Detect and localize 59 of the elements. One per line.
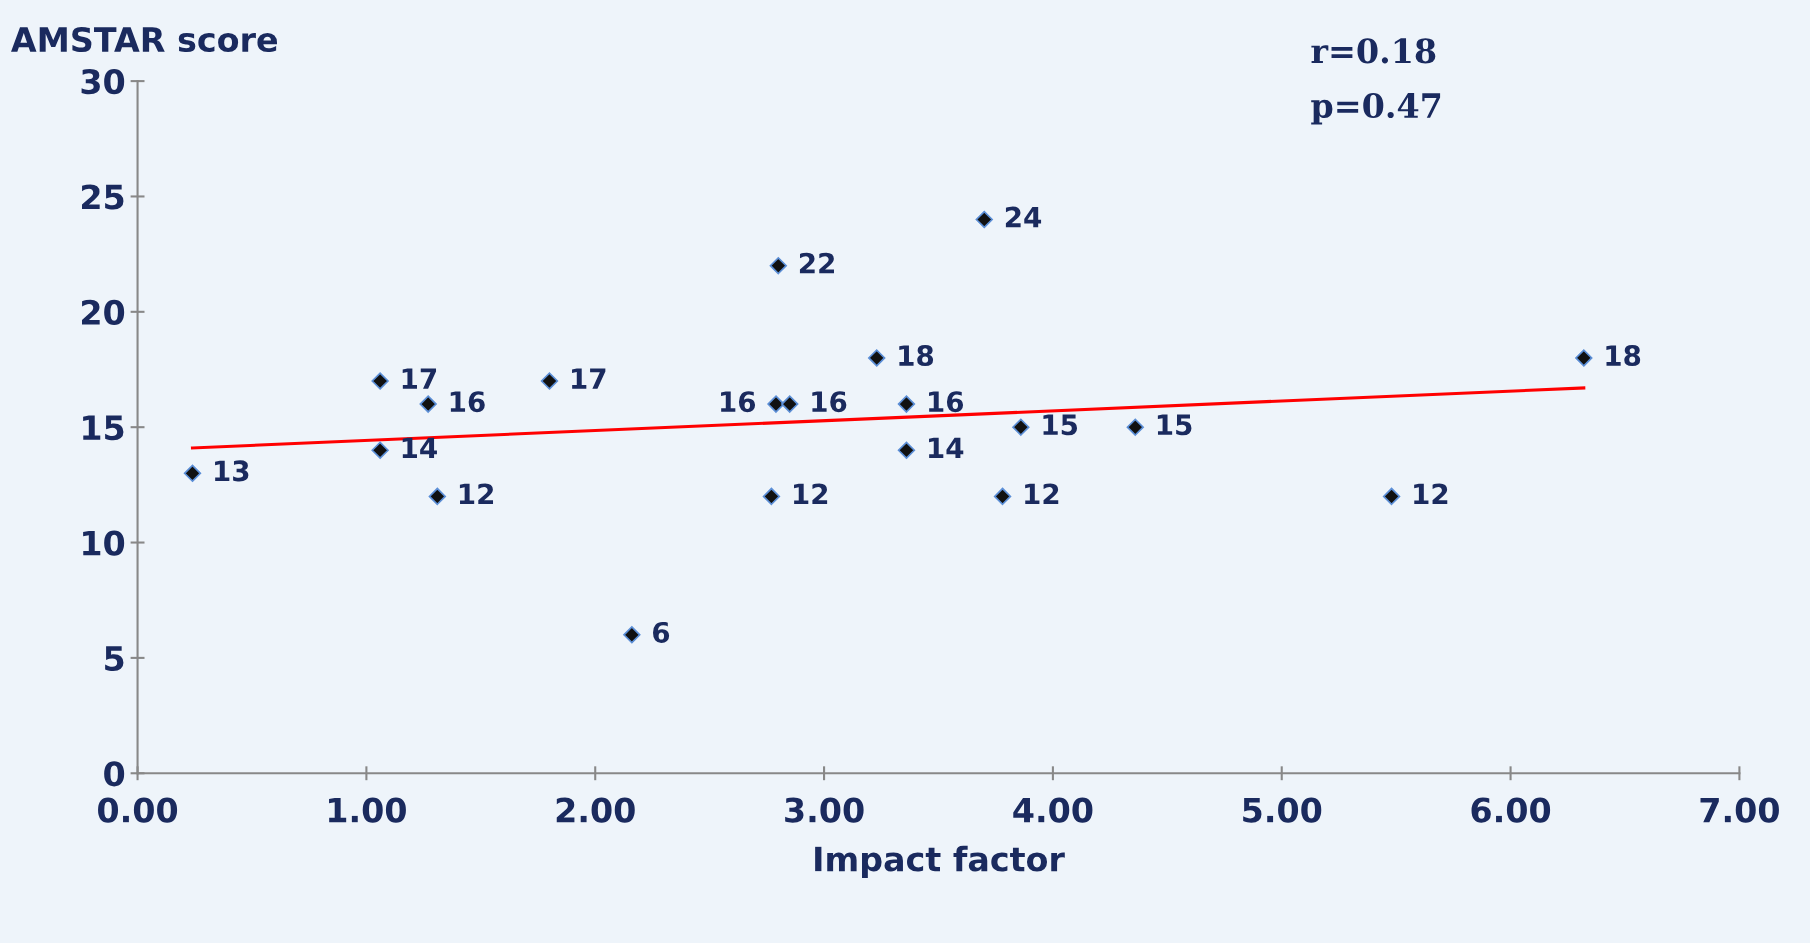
x-tick-label: 6.00 [1471, 797, 1551, 823]
data-label: 16 [812, 391, 847, 413]
point [767, 395, 785, 413]
point [183, 464, 202, 483]
x-tick-label: 7.00 [1700, 797, 1779, 823]
x-tick-label: 4.00 [1013, 797, 1093, 823]
point [897, 441, 916, 459]
data-label: 14 [929, 437, 964, 458]
text: r=0.18 [1311, 38, 1436, 64]
data-label: 12 [794, 483, 828, 505]
point [975, 210, 993, 229]
point [371, 372, 389, 390]
point [897, 395, 916, 413]
data-label: 24 [1005, 206, 1042, 228]
y-axis-title: AMSTAR score [11, 26, 277, 53]
point [1012, 418, 1030, 436]
point [1575, 349, 1593, 367]
data-label: 17 [572, 368, 606, 389]
data-label: 13 [215, 460, 249, 482]
point [419, 395, 437, 413]
point [1382, 487, 1401, 506]
data-label: 16 [929, 391, 964, 413]
x-axis-title: Impact factor [815, 845, 1065, 879]
point [993, 487, 1012, 506]
x-tick-label: 0.00 [98, 797, 178, 823]
point [1126, 418, 1144, 436]
data-label: 15 [1043, 414, 1078, 436]
point [623, 626, 641, 644]
data-label: 15 [1157, 414, 1192, 436]
y-tick-label: 20 [82, 299, 125, 325]
data-label: 16 [721, 391, 756, 413]
data-label: 14 [402, 437, 437, 458]
point [781, 395, 799, 413]
point [428, 487, 447, 506]
point [371, 441, 389, 459]
data-label: 12 [1025, 483, 1059, 505]
y-tick-label: 5 [105, 646, 124, 672]
point [769, 256, 787, 275]
y-tick-label: 10 [83, 530, 125, 556]
annotation: p=0.47 [1311, 92, 1441, 125]
y-tick-label: 25 [82, 184, 124, 210]
data-label: 17 [402, 368, 437, 389]
point [540, 372, 559, 390]
x-tick-label: 5.00 [1243, 797, 1322, 823]
data-label: 12 [1414, 483, 1448, 505]
x-tick-label: 2.00 [556, 797, 635, 823]
y-tick-label: 30 [81, 69, 125, 95]
data-label: 16 [450, 391, 485, 413]
y-tick-label: 15 [83, 415, 124, 441]
data-label: 18 [899, 345, 934, 367]
data-label: 12 [459, 483, 494, 505]
point [762, 487, 781, 506]
x-tick-label: 1.00 [329, 797, 406, 823]
data-label: 6 [653, 621, 670, 643]
point [868, 349, 886, 367]
y-tick-label: 0 [104, 761, 125, 787]
data-label: 18 [1606, 345, 1641, 367]
data-label: 22 [799, 252, 834, 274]
x-tick-label: 3.00 [785, 797, 864, 823]
